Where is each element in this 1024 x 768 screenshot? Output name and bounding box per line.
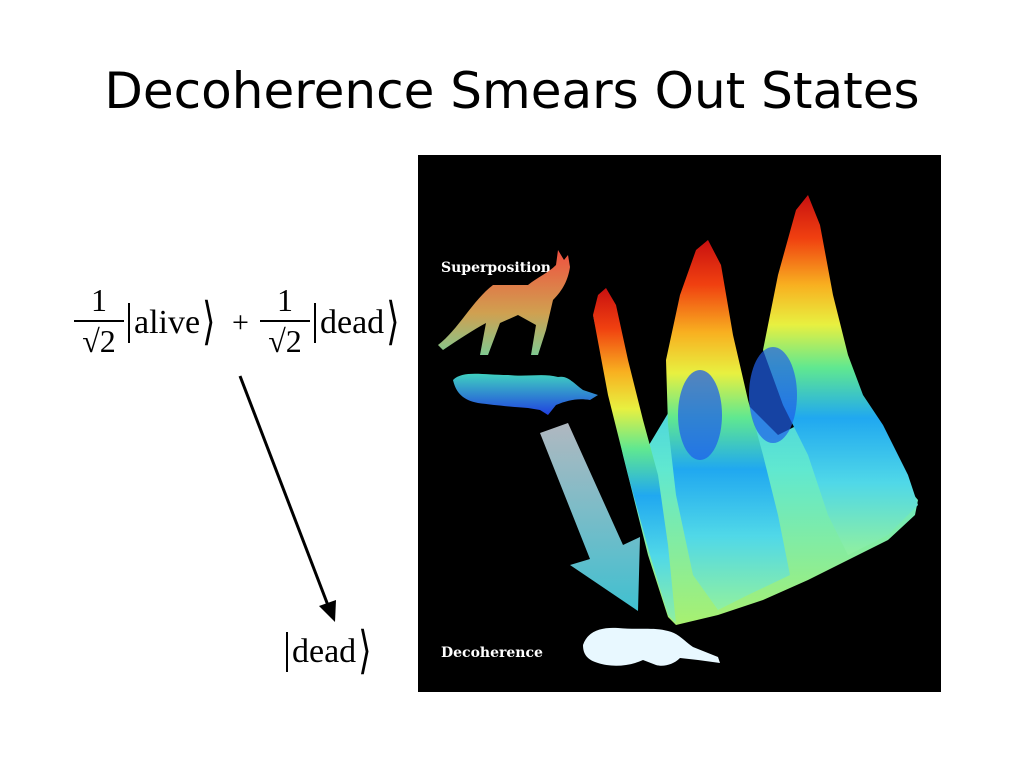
alive-cat-silhouette xyxy=(438,250,570,355)
ket-alive: alive⟩ xyxy=(128,295,215,351)
ket-angle: ⟩ xyxy=(202,295,216,351)
ket-bar xyxy=(128,303,130,343)
coefficient-fraction-1: 1 √2 xyxy=(74,283,124,358)
ket-dead-result-label: dead xyxy=(292,633,357,670)
ket-bar xyxy=(286,632,288,672)
slide-title: Decoherence Smears Out States xyxy=(104,62,920,120)
fraction-numerator: 1 xyxy=(91,282,107,318)
ket-angle: ⟩ xyxy=(358,624,372,680)
ket-dead-result: dead⟩ xyxy=(286,624,371,680)
wave-valley-1 xyxy=(678,370,722,460)
fraction-denominator: √2 xyxy=(82,323,116,359)
fraction-bar xyxy=(260,320,310,322)
fraction-numerator: 1 xyxy=(277,282,293,318)
fraction-denominator: √2 xyxy=(268,323,302,359)
decoherence-illustration: Superposition Decoherence xyxy=(438,195,918,666)
plus-sign: + xyxy=(232,306,249,339)
ket-dead: dead⟩ xyxy=(314,295,399,351)
coefficient-fraction-2: 1 √2 xyxy=(260,283,310,358)
ket-alive-label: alive xyxy=(134,304,201,341)
wave-valley-2 xyxy=(749,347,797,443)
ket-dead-label: dead xyxy=(320,304,385,341)
decoherence-image: Superposition Decoherence xyxy=(418,155,941,692)
wave-peak-3 xyxy=(763,195,918,555)
wave-peak-2 xyxy=(666,240,790,610)
ket-bar xyxy=(314,303,316,343)
fraction-bar xyxy=(74,320,124,322)
dead-cat-silhouette-white xyxy=(583,627,720,666)
superposition-label: Superposition xyxy=(441,260,551,276)
big-arrow xyxy=(540,423,640,611)
decoherence-label: Decoherence xyxy=(441,645,543,661)
dead-cat-silhouette-blue xyxy=(453,373,598,415)
ket-angle: ⟩ xyxy=(386,295,400,351)
wave-peak-1 xyxy=(593,288,676,623)
